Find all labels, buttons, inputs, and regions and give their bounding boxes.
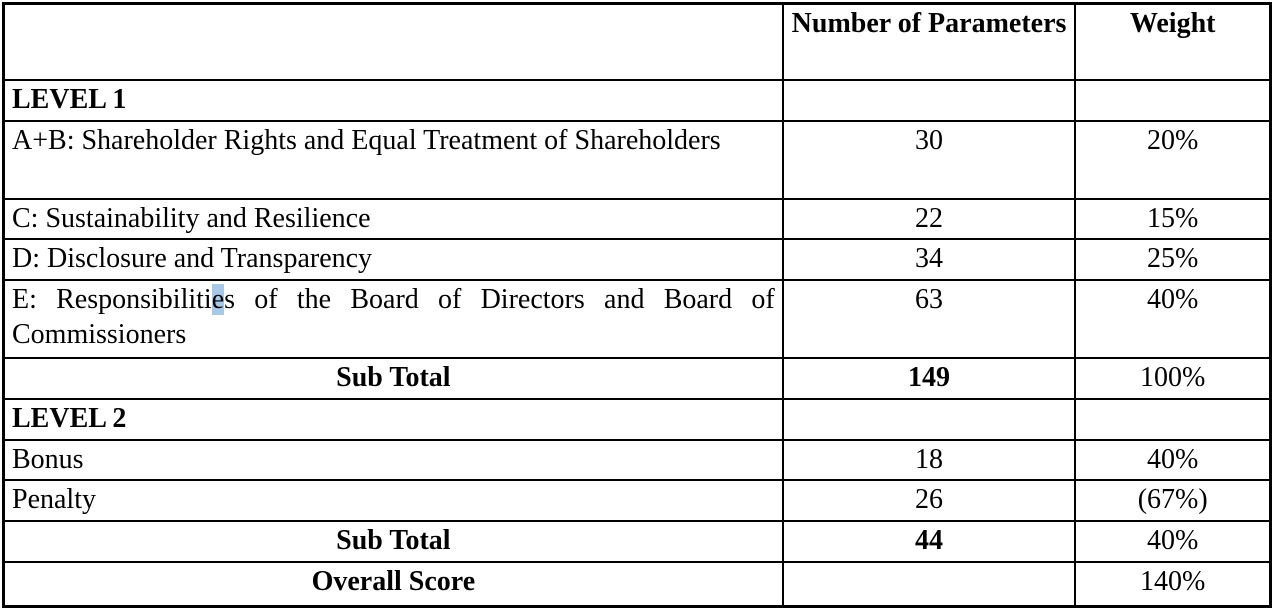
table-row: C: Sustainability and Resilience 22 15% xyxy=(2,197,1272,241)
row-label-cell: Overall Score xyxy=(2,560,784,608)
weight-value-cell xyxy=(1074,79,1272,122)
row-label-cell: Sub Total xyxy=(2,520,784,563)
weight-value-cell: 100% xyxy=(1074,357,1272,400)
params-value-cell: 26 xyxy=(781,479,1077,523)
table-row: Sub Total 44 40% xyxy=(2,520,1272,563)
row-label-cell: C: Sustainability and Resilience xyxy=(2,197,784,241)
table-header: Number of Parameters Weight xyxy=(2,2,1272,81)
selected-text-highlight: e xyxy=(211,284,225,316)
row-label-cell: Penalty xyxy=(2,479,784,523)
weight-value-cell: 40% xyxy=(1074,279,1272,360)
row-label-cell: A+B: Shareholder Rights and Equal Treatm… xyxy=(2,119,784,200)
row-label-cell: D: Disclosure and Transparency xyxy=(2,238,784,282)
table-row: Penalty 26 (67%) xyxy=(2,479,1272,523)
table-body: LEVEL 1 A+B: Shareholder Rights and Equal… xyxy=(2,79,1272,608)
params-value-cell: 149 xyxy=(781,357,1077,400)
params-value-cell: 63 xyxy=(781,279,1077,360)
header-cell-empty xyxy=(2,2,784,81)
params-value-cell: 34 xyxy=(781,238,1077,282)
table-row: Overall Score 140% xyxy=(2,560,1272,608)
header-cell-number-of-parameters: Number of Parameters xyxy=(781,2,1077,81)
row-label-cell: LEVEL 1 xyxy=(2,79,784,122)
params-value-cell xyxy=(781,79,1077,122)
table-row: Sub Total 149 100% xyxy=(2,357,1272,400)
params-value-cell: 18 xyxy=(781,438,1077,482)
header-cell-weight: Weight xyxy=(1074,2,1272,81)
table-row: A+B: Shareholder Rights and Equal Treatm… xyxy=(2,119,1272,200)
weight-value-cell: 40% xyxy=(1074,520,1272,563)
row-label-cell: LEVEL 2 xyxy=(2,397,784,441)
row-label-cell: Bonus xyxy=(2,438,784,482)
params-value-cell: 30 xyxy=(781,119,1077,200)
row-label-text: E: Responsibiliti xyxy=(12,284,212,316)
weight-value-cell: 40% xyxy=(1074,438,1272,482)
table-row: E: Responsibilities of the Board of Dire… xyxy=(2,279,1272,360)
weight-value-cell: 140% xyxy=(1074,560,1272,608)
row-label-text: s of the Board of Directors and Board of… xyxy=(12,284,775,350)
weight-value-cell xyxy=(1074,397,1272,441)
row-label-cell: Sub Total xyxy=(2,357,784,400)
table-row: LEVEL 2 xyxy=(2,397,1272,441)
weight-value-cell: 25% xyxy=(1074,238,1272,282)
table-row: LEVEL 1 xyxy=(2,79,1272,122)
params-value-cell xyxy=(781,397,1077,441)
table-row: D: Disclosure and Transparency 34 25% xyxy=(2,238,1272,282)
row-label-cell: E: Responsibilities of the Board of Dire… xyxy=(2,279,784,360)
weight-value-cell: (67%) xyxy=(1074,479,1272,523)
header-row: Number of Parameters Weight xyxy=(2,2,1272,81)
weight-value-cell: 20% xyxy=(1074,119,1272,200)
params-value-cell: 22 xyxy=(781,197,1077,241)
params-value-cell xyxy=(781,560,1077,608)
weight-value-cell: 15% xyxy=(1074,197,1272,241)
table-row: Bonus 18 40% xyxy=(2,438,1272,482)
params-value-cell: 44 xyxy=(781,520,1077,563)
